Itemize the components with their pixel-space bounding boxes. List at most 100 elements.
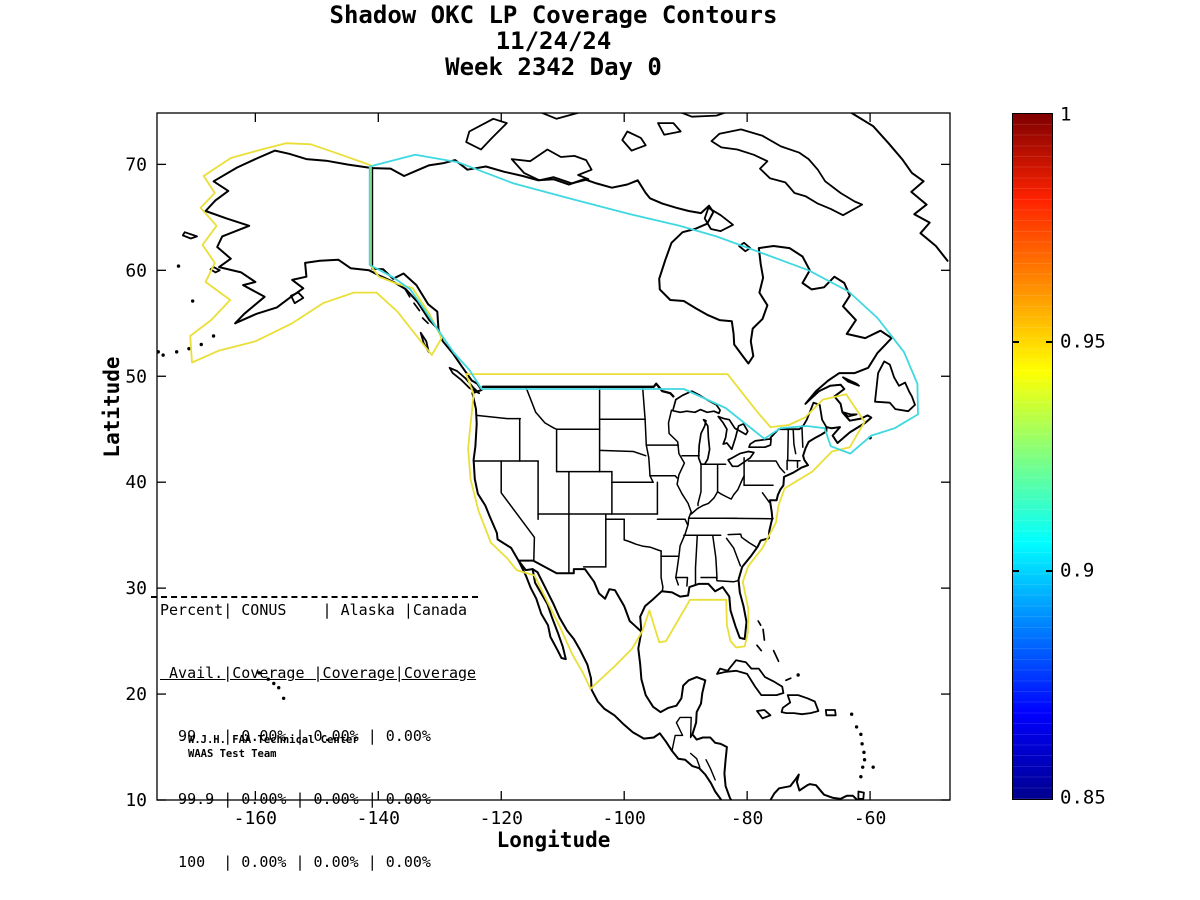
island-stroke xyxy=(757,620,762,627)
state-border xyxy=(727,533,757,548)
island-outline xyxy=(181,231,198,240)
contour-095 xyxy=(465,373,866,690)
colorbar xyxy=(1012,113,1053,800)
y-tick-label: 20 xyxy=(125,684,147,705)
title-block: Shadow OKC LP Coverage Contours 11/24/24… xyxy=(157,2,950,80)
border-central-america xyxy=(671,716,694,751)
y-tick-label: 50 xyxy=(125,366,147,387)
border-central-america xyxy=(689,752,701,768)
colorbar-tick-label: 1 xyxy=(1060,103,1072,126)
title-line-3: Week 2342 Day 0 xyxy=(445,53,662,81)
island-outline xyxy=(290,291,305,305)
state-border xyxy=(656,518,689,526)
y-tick-label: 30 xyxy=(125,578,147,599)
island-outline xyxy=(756,709,772,720)
coverage-table-row: 99.9 | 0.00% | 0.00% | 0.00% xyxy=(160,790,431,808)
y-axis-label: Latitude xyxy=(100,356,124,458)
island-stroke xyxy=(413,302,421,312)
island-dot xyxy=(849,712,854,716)
colorbar-tick-mark xyxy=(1012,570,1019,572)
island-dot xyxy=(157,350,160,354)
coverage-table-separator xyxy=(151,596,478,598)
island-dot xyxy=(199,342,203,347)
island-dot xyxy=(860,742,864,746)
island-dot xyxy=(272,681,276,686)
state-border xyxy=(690,475,745,515)
coastline-alaska xyxy=(204,149,440,331)
title-line-1: Shadow OKC LP Coverage Contours xyxy=(329,1,778,29)
state-border xyxy=(675,576,689,587)
island-dot xyxy=(796,673,800,677)
island-outline xyxy=(679,113,727,118)
island-outline xyxy=(448,366,480,395)
island-outline xyxy=(780,694,820,716)
border-us-canada-east xyxy=(769,401,828,439)
y-tick-label: 10 xyxy=(125,790,147,811)
state-border xyxy=(475,414,522,420)
border-central-america xyxy=(705,759,716,781)
island-dot xyxy=(176,264,181,268)
island-dot xyxy=(190,299,195,303)
coastline-canada xyxy=(371,159,893,444)
credit-block: W.J.H. FAA Technical Center WAAS Test Te… xyxy=(188,733,359,761)
island-stroke xyxy=(785,677,792,682)
coverage-table: Percent| CONUS | Alaska |Canada Avail.|C… xyxy=(160,558,476,900)
island-dot xyxy=(871,765,875,769)
colorbar-tick-mark xyxy=(1046,341,1053,343)
lake-outline xyxy=(748,437,772,449)
state-border xyxy=(660,550,664,593)
island-stroke xyxy=(421,317,429,325)
state-border xyxy=(711,534,718,580)
x-tick-label: -80 xyxy=(731,808,764,829)
island-stroke xyxy=(762,628,766,641)
state-border xyxy=(623,539,662,552)
island-stroke xyxy=(772,649,780,663)
state-border xyxy=(641,386,654,483)
state-border xyxy=(792,428,797,455)
state-border xyxy=(786,428,790,462)
island-dot xyxy=(277,686,281,690)
credit-line-1: W.J.H. FAA Technical Center xyxy=(188,734,359,746)
state-border xyxy=(761,492,771,504)
island-outline xyxy=(857,790,865,800)
colorbar-bands xyxy=(1013,114,1052,799)
island-outline xyxy=(842,411,858,418)
x-tick-label: -160 xyxy=(234,808,277,829)
colorbar-tick-mark xyxy=(1012,341,1019,343)
x-tick-label: -120 xyxy=(480,808,523,829)
island-outline xyxy=(539,113,581,120)
border-us-canada xyxy=(481,382,675,398)
island-dot xyxy=(281,696,286,701)
island-dot xyxy=(174,350,179,354)
island-dot xyxy=(854,725,859,729)
island-outline xyxy=(703,206,734,232)
state-border xyxy=(500,460,536,562)
x-tick-label: -60 xyxy=(854,808,887,829)
x-tick-label: -100 xyxy=(603,808,646,829)
island-outline xyxy=(710,128,863,217)
coverage-table-row: 100 | 0.00% | 0.00% | 0.00% xyxy=(160,853,431,871)
island-dot xyxy=(257,671,261,675)
y-tick-label: 60 xyxy=(125,260,147,281)
island-outline xyxy=(874,360,916,413)
island-dot xyxy=(187,347,191,351)
border-alaska-canada xyxy=(371,167,440,331)
map-layer xyxy=(157,113,949,800)
state-border xyxy=(747,460,786,474)
plot-border xyxy=(156,112,951,801)
state-border xyxy=(598,449,647,457)
x-axis-label: Longitude xyxy=(496,828,611,852)
island-dot xyxy=(161,353,165,357)
island-outline xyxy=(621,130,647,152)
island-dot xyxy=(266,677,270,681)
state-border xyxy=(725,537,742,567)
island-stroke xyxy=(756,644,763,652)
island-outline xyxy=(465,117,508,151)
y-tick-label: 70 xyxy=(125,154,147,175)
island-dot xyxy=(862,750,866,755)
island-outline xyxy=(716,659,785,696)
island-outline xyxy=(657,122,682,136)
coastline-greenland xyxy=(850,113,949,262)
